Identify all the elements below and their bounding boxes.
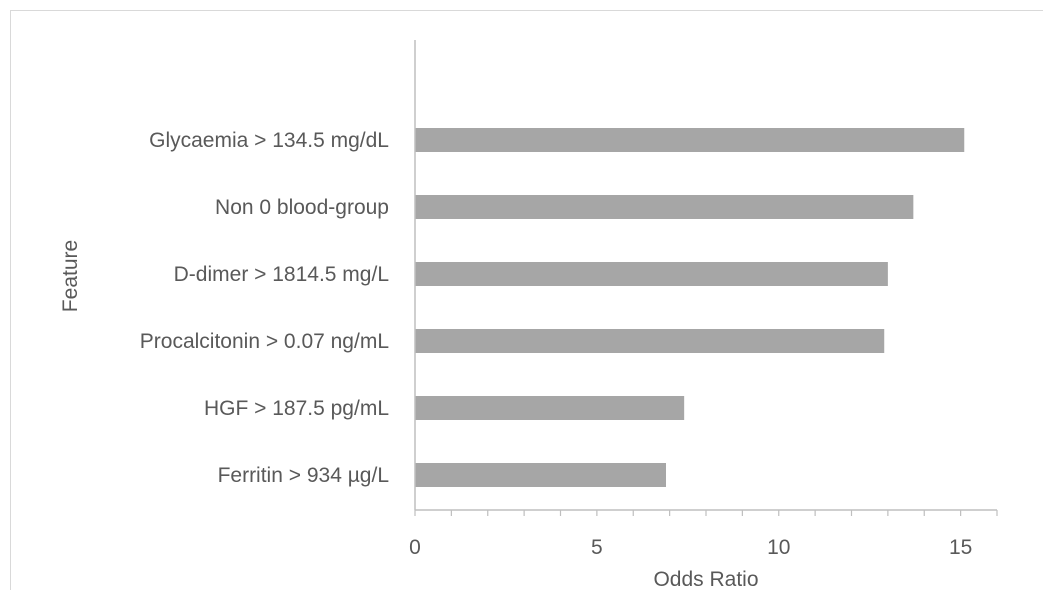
- bars-group: [415, 128, 965, 487]
- category-label-3: D-dimer > 1814.5 mg/L: [174, 263, 389, 286]
- bar-6: [415, 463, 666, 487]
- category-label-1: Glycaemia > 134.5 mg/dL: [149, 129, 389, 152]
- x-ticks-group: [414, 510, 998, 516]
- x-tick-label-10: 10: [767, 536, 790, 559]
- x-tick-label-15: 15: [949, 536, 972, 559]
- y-axis-title: Feature: [59, 240, 82, 312]
- category-label-4: Procalcitonin > 0.07 ng/mL: [140, 330, 389, 353]
- bar-5: [415, 396, 685, 420]
- chart-frame: [10, 10, 1043, 590]
- x-axis-title: Odds Ratio: [653, 568, 758, 590]
- category-labels-group: Glycaemia > 134.5 mg/dL Non 0 blood-group…: [140, 129, 389, 487]
- bar-2: [415, 195, 914, 219]
- bar-4: [415, 329, 885, 353]
- x-tick-labels-group: 0 5 10 15: [409, 536, 972, 559]
- category-label-6: Ferritin > 934 µg/L: [218, 464, 389, 487]
- category-label-5: HGF > 187.5 pg/mL: [204, 397, 389, 420]
- bar-3: [415, 262, 888, 286]
- x-tick-label-0: 0: [409, 536, 421, 559]
- x-tick-label-5: 5: [591, 536, 603, 559]
- bar-1: [415, 128, 965, 152]
- category-label-2: Non 0 blood-group: [215, 196, 389, 219]
